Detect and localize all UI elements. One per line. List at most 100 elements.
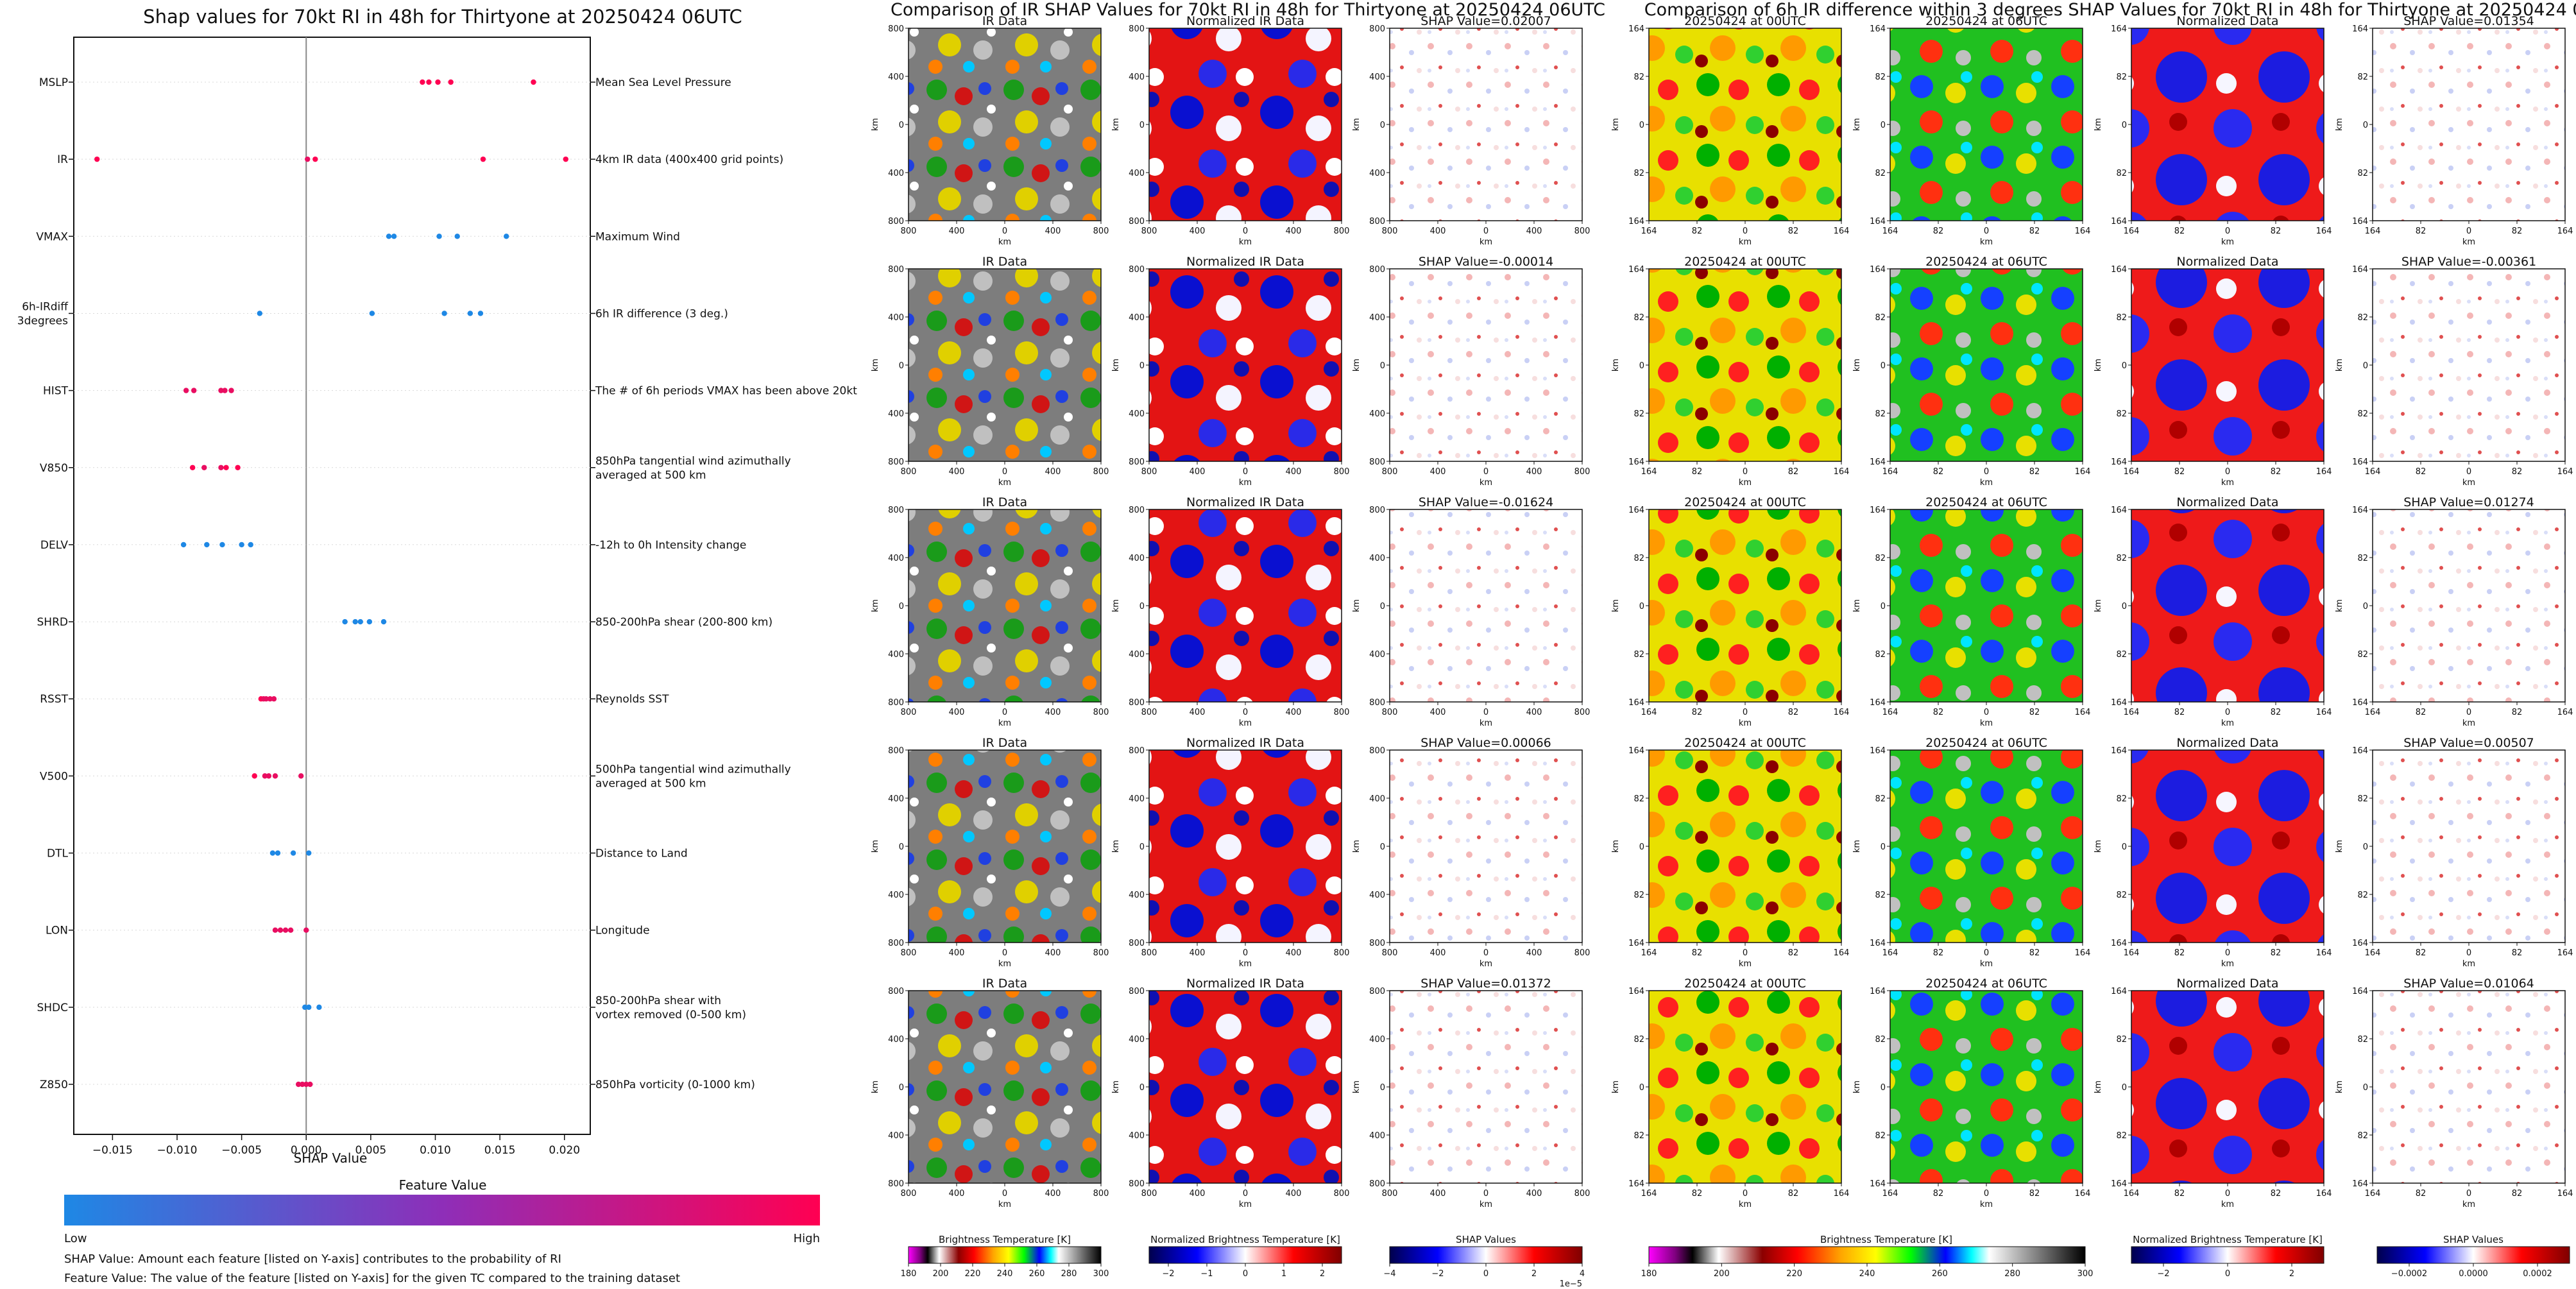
y-tick-label: 0 [1380,361,1385,371]
x-tick-label: 82 [2512,1189,2523,1199]
x-tick-label: 0 [1743,948,1748,958]
y-tick-label: 164 [1628,265,1644,275]
colorbar-tick-label: 280 [1061,1269,1077,1279]
shap-point [94,156,100,162]
y-axis-label: km [2094,359,2103,371]
shap-point [302,1004,308,1011]
y-tick-label: 164 [2111,506,2127,515]
feature-name-label: LON [46,925,68,937]
shap-point [435,79,441,85]
x-tick-label: 164 [2316,948,2332,958]
shap-point [189,465,196,470]
shap-point [352,619,358,625]
x-tick-label: 82 [1788,948,1799,958]
x-tick-label: 400 [949,1189,965,1199]
y-tick-label: 800 [888,457,904,467]
x-tick-label: 0 [1483,1189,1488,1199]
colorbar-high-label: High [794,1232,820,1245]
colorbar-tick-label: 2 [1320,1269,1325,1279]
y-tick-label: 400 [1369,1035,1385,1045]
y-tick-label: 0 [1639,121,1644,130]
y-axis-label: km [1352,359,1361,371]
x-tick-label: 82 [2174,708,2185,717]
shap-point [454,234,460,239]
panel-title: Normalized IR Data [1186,736,1304,750]
panel-title: 20250424 at 00UTC [1684,255,1806,269]
shap-point [426,79,432,85]
y-tick-label: 164 [1870,1179,1886,1189]
shap-point [219,542,225,548]
x-tick-label: 400 [1430,467,1446,477]
ir-00utc-image [1648,509,1842,703]
ir-data-image [908,749,1102,943]
right-colorbar2-label: Normalized Brightness Temperature [K] [2133,1234,2323,1245]
shap-point [183,388,189,393]
x-tick-label: 164 [2557,1189,2573,1199]
x-axis-label: km [998,237,1011,247]
x-axis-label: km [1480,959,1492,969]
y-tick-label: 0 [2363,602,2368,611]
panel-title: 20250424 at 06UTC [1925,255,2047,269]
x-tick-label: 0 [1984,226,1989,236]
shap-point [180,542,187,548]
y-tick-label: 400 [1369,169,1385,178]
y-tick-label: 800 [1369,506,1385,515]
y-axis-label: km [2094,1080,2103,1093]
colorbar-tick-label: 0 [1483,1269,1488,1279]
colorbar-low-label: Low [64,1232,87,1245]
panel-title: SHAP Value=0.00066 [1420,736,1551,750]
x-tick-label: 400 [1286,708,1302,717]
colorbar-tick-label: 4 [1580,1269,1585,1279]
panel-title: SHAP Value=0.01064 [2403,977,2534,991]
y-tick-label: 82 [1875,1035,1886,1045]
shap-point [252,773,257,779]
y-tick-label: 800 [1129,987,1145,996]
ir-06utc-image [1889,268,2083,462]
x-axis-label: km [2221,1200,2234,1209]
x-tick-label: 800 [1093,1189,1109,1199]
shap-points-layer: MSLP Mean Sea Level Pressure IR 4km IR data… [17,76,857,1091]
panel-title: Normalized IR Data [1186,977,1304,991]
y-tick-label: 164 [1628,939,1644,948]
y-tick-label: 400 [1369,313,1385,323]
x-axis-label: km [2221,237,2234,247]
mid-colorbar3-label: SHAP Values [1456,1234,1516,1245]
x-tick-label: −0.015 [92,1144,133,1157]
panel-title: 20250424 at 00UTC [1684,495,1806,509]
panel-title: 20250424 at 00UTC [1684,14,1806,28]
y-tick-label: 800 [1369,698,1385,708]
x-axis-label: km [998,478,1011,488]
shap-point [269,850,276,856]
y-tick-label: 800 [1369,457,1385,467]
x-tick-label: 82 [2512,226,2523,236]
feature-name-label: SHRD [37,616,68,629]
shap-point [477,311,484,316]
x-tick-label: 400 [1526,226,1542,236]
y-tick-label: 164 [2111,939,2127,948]
y-tick-label: 0 [1139,361,1145,371]
colorbar-tick-label: 200 [933,1269,949,1279]
y-tick-label: 0 [2363,121,2368,130]
x-tick-label: 82 [2416,467,2427,477]
shap-point [272,927,278,933]
y-tick-label: 800 [1129,506,1145,515]
y-tick-label: 0 [1639,842,1644,852]
y-tick-label: 800 [1129,1179,1145,1189]
x-tick-label: 164 [1882,708,1898,717]
y-tick-label: 82 [1875,409,1886,419]
ir-data-image [908,990,1102,1184]
x-tick-label: 164 [2365,467,2381,477]
panel-title: IR Data [982,255,1027,269]
shap-point [228,388,234,393]
shap-point [191,388,197,393]
y-axis-label: km [1352,599,1361,612]
right-colorbar3-label: SHAP Values [2443,1234,2503,1245]
x-tick-label: 0 [1002,226,1007,236]
y-axis-label: km [1111,840,1121,853]
x-axis-label: km [998,719,1011,728]
y-axis-label: km [1611,118,1621,131]
x-tick-label: 400 [1190,467,1206,477]
y-tick-label: 82 [1633,891,1644,900]
x-tick-label: 0 [2225,708,2230,717]
right-colorbar1 [1648,1246,2086,1264]
